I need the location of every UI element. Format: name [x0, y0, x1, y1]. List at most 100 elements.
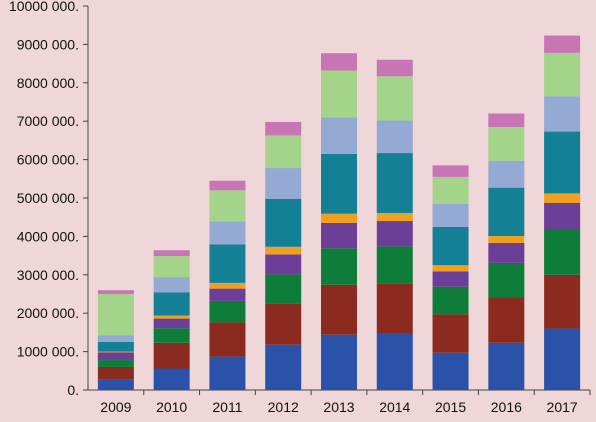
bar-segment — [488, 262, 525, 298]
bar-segment — [153, 368, 190, 390]
bar-segment — [432, 314, 469, 353]
bar-segment — [544, 35, 581, 53]
bar-segment — [97, 360, 134, 367]
bar-segment — [209, 300, 246, 323]
bar-segment — [432, 176, 469, 204]
bar-segment — [321, 222, 357, 249]
bar-segment — [265, 121, 302, 136]
x-tick-label: 2017 — [547, 399, 578, 415]
bar-segment — [321, 153, 357, 214]
y-tick-label: 0. — [67, 382, 79, 398]
bar-segment — [376, 76, 413, 121]
bar-segment — [265, 135, 302, 169]
bar-segment — [97, 294, 134, 336]
bar-segment — [153, 292, 190, 316]
bar-segment — [432, 271, 469, 287]
bar-segment — [544, 202, 581, 230]
bar-segment — [432, 352, 469, 390]
bar-segment — [544, 274, 581, 329]
bar-segment — [209, 244, 246, 283]
x-tick-label: 2015 — [435, 399, 466, 415]
bar-segment — [153, 328, 190, 343]
bar-segment — [321, 117, 357, 154]
x-tick-label: 2013 — [323, 399, 354, 415]
bar-segment — [97, 351, 134, 353]
bar-segment — [376, 153, 413, 213]
y-tick-label: 5000 000. — [17, 190, 79, 206]
bar-segment — [97, 342, 134, 352]
bar-segment — [376, 283, 413, 334]
bar-segment — [209, 282, 246, 289]
y-tick-label: 6000 000. — [17, 152, 79, 168]
bar-segment — [544, 52, 581, 97]
bar-segment — [265, 274, 302, 304]
bar-segment — [321, 53, 357, 71]
y-tick-label: 7000 000. — [17, 113, 79, 129]
y-tick-label: 9000 000. — [17, 36, 79, 52]
bar-segment — [376, 246, 413, 284]
bar-segment — [544, 193, 581, 203]
bar-segment — [153, 250, 190, 256]
bar-segment — [209, 288, 246, 301]
bar-segment — [265, 254, 302, 275]
y-tick-label: 10000 000. — [9, 0, 79, 14]
bar-segment — [432, 203, 469, 227]
bar-segment — [321, 284, 357, 335]
y-tick-label: 8000 000. — [17, 75, 79, 91]
x-tick-label: 2012 — [268, 399, 299, 415]
bar-segment — [97, 379, 134, 390]
bar-segment — [265, 344, 302, 390]
bar-segment — [209, 356, 246, 390]
bar-segment — [544, 229, 581, 275]
x-tick-label: 2011 — [212, 399, 242, 415]
y-tick-label: 1000 000. — [17, 344, 79, 360]
bar-segment — [488, 236, 525, 243]
bar-segment — [153, 255, 190, 278]
bar-segment — [376, 212, 413, 222]
bar-segment — [97, 335, 134, 342]
x-tick-label: 2016 — [491, 399, 522, 415]
bar-segment — [376, 221, 413, 247]
bar-segment — [488, 126, 525, 161]
bar-segment — [153, 318, 190, 329]
bar-segment — [321, 70, 357, 118]
bar-segment — [488, 242, 525, 263]
bar-segment — [265, 198, 302, 247]
bar-segment — [209, 180, 246, 191]
bar-segment — [544, 328, 581, 390]
bar-segment — [432, 165, 469, 177]
x-tick-label: 2009 — [100, 399, 131, 415]
bar-segment — [153, 342, 190, 369]
x-tick-label: 2014 — [379, 399, 410, 415]
y-tick-label: 3000 000. — [17, 267, 79, 283]
bar-segment — [488, 297, 525, 343]
bar-segment — [376, 120, 413, 154]
bar-segment — [153, 277, 190, 293]
bar-segment — [97, 352, 134, 361]
bar-segment — [97, 290, 134, 294]
bar-segment — [97, 366, 134, 380]
bar-segment — [209, 221, 246, 245]
bar-segment — [544, 131, 581, 194]
bar-segment — [544, 96, 581, 132]
y-tick-label: 2000 000. — [17, 305, 79, 321]
bar-segment — [321, 334, 357, 390]
bar-segment — [488, 160, 525, 188]
x-tick-label: 2010 — [156, 399, 187, 415]
bar-segment — [488, 113, 525, 127]
bar-segment — [153, 315, 190, 319]
bar-segment — [488, 187, 525, 237]
bar-segment — [321, 248, 357, 285]
bar-segment — [265, 246, 302, 255]
bar-segment — [209, 190, 246, 222]
bar-segment — [432, 265, 469, 272]
bar-segment — [376, 59, 413, 77]
bar-segment — [432, 286, 469, 315]
bar-segment — [432, 226, 469, 266]
bar-segment — [321, 213, 357, 223]
bar-segment — [209, 322, 246, 357]
y-tick-label: 4000 000. — [17, 228, 79, 244]
bar-segment — [488, 342, 525, 390]
